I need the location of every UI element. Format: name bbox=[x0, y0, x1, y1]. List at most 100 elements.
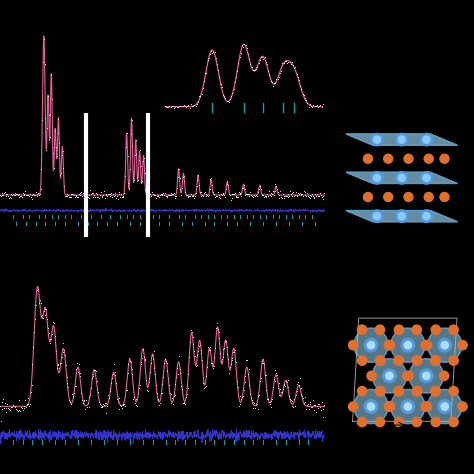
Point bbox=[23, 400, 31, 408]
Point bbox=[162, 357, 170, 365]
Point bbox=[215, 193, 222, 201]
Point bbox=[283, 192, 291, 200]
Circle shape bbox=[409, 359, 444, 393]
Point bbox=[70, 191, 78, 199]
Point bbox=[46, 134, 54, 141]
Point bbox=[293, 192, 301, 200]
Point bbox=[242, 41, 249, 49]
Point bbox=[307, 403, 315, 411]
Circle shape bbox=[384, 340, 393, 350]
Point bbox=[67, 401, 74, 408]
Point bbox=[35, 285, 42, 292]
Point bbox=[249, 66, 256, 73]
Point bbox=[200, 190, 208, 197]
Point bbox=[20, 191, 28, 199]
Point bbox=[135, 156, 143, 164]
Point bbox=[176, 365, 183, 373]
Point bbox=[319, 195, 327, 203]
Point bbox=[200, 77, 208, 85]
Point bbox=[0, 192, 5, 200]
Point bbox=[202, 373, 210, 380]
Point bbox=[244, 50, 252, 58]
Point bbox=[275, 379, 283, 387]
Point bbox=[198, 188, 205, 196]
Point bbox=[66, 193, 73, 201]
Point bbox=[267, 77, 274, 84]
Point bbox=[210, 354, 218, 361]
Point bbox=[230, 85, 237, 92]
Point bbox=[291, 401, 299, 409]
Point bbox=[82, 192, 89, 200]
Point bbox=[93, 193, 100, 201]
Point bbox=[317, 406, 325, 413]
Point bbox=[242, 191, 249, 198]
Point bbox=[189, 333, 196, 341]
Point bbox=[103, 399, 110, 407]
Point bbox=[40, 308, 48, 315]
Point bbox=[167, 390, 174, 398]
Point bbox=[273, 372, 281, 379]
Point bbox=[225, 369, 233, 376]
Point bbox=[202, 70, 210, 77]
Point bbox=[225, 190, 233, 198]
Point bbox=[296, 374, 303, 382]
Point bbox=[153, 192, 161, 200]
Point bbox=[166, 102, 173, 110]
Point bbox=[271, 188, 278, 195]
Circle shape bbox=[412, 386, 421, 396]
Point bbox=[4, 192, 12, 200]
Point bbox=[59, 339, 66, 347]
Point bbox=[43, 305, 50, 313]
Point bbox=[238, 393, 246, 401]
Point bbox=[104, 392, 112, 399]
Point bbox=[19, 190, 27, 197]
Point bbox=[201, 383, 209, 391]
Point bbox=[133, 401, 140, 409]
Point bbox=[258, 53, 266, 61]
Point bbox=[11, 403, 18, 410]
Point bbox=[250, 191, 258, 199]
Point bbox=[12, 190, 20, 197]
Point bbox=[186, 192, 194, 200]
Point bbox=[280, 380, 287, 388]
Point bbox=[52, 347, 60, 355]
Point bbox=[127, 130, 135, 137]
Point bbox=[218, 356, 226, 363]
Point bbox=[249, 398, 256, 405]
Point bbox=[214, 325, 221, 333]
Point bbox=[29, 360, 36, 368]
Point bbox=[155, 192, 162, 200]
Circle shape bbox=[458, 340, 467, 350]
Point bbox=[191, 192, 199, 200]
Circle shape bbox=[374, 174, 381, 182]
Point bbox=[8, 194, 15, 201]
Point bbox=[6, 406, 14, 414]
Point bbox=[37, 185, 45, 193]
Point bbox=[171, 391, 178, 399]
Point bbox=[42, 305, 49, 312]
Point bbox=[284, 383, 292, 391]
Point bbox=[5, 194, 13, 202]
Point bbox=[301, 398, 309, 406]
Point bbox=[289, 402, 296, 410]
Point bbox=[141, 356, 148, 364]
Point bbox=[156, 191, 164, 198]
Circle shape bbox=[412, 417, 421, 427]
Point bbox=[282, 192, 290, 200]
Point bbox=[274, 384, 282, 392]
Circle shape bbox=[423, 212, 430, 220]
Point bbox=[291, 191, 299, 199]
Point bbox=[187, 100, 195, 108]
Point bbox=[199, 379, 207, 386]
Point bbox=[208, 174, 215, 182]
Point bbox=[175, 102, 183, 110]
Point bbox=[207, 176, 214, 183]
Point bbox=[311, 191, 319, 198]
Circle shape bbox=[395, 172, 408, 184]
Point bbox=[18, 193, 26, 201]
Point bbox=[29, 344, 37, 351]
Point bbox=[228, 354, 236, 362]
Point bbox=[202, 382, 210, 390]
Point bbox=[196, 341, 204, 349]
Point bbox=[234, 194, 242, 201]
